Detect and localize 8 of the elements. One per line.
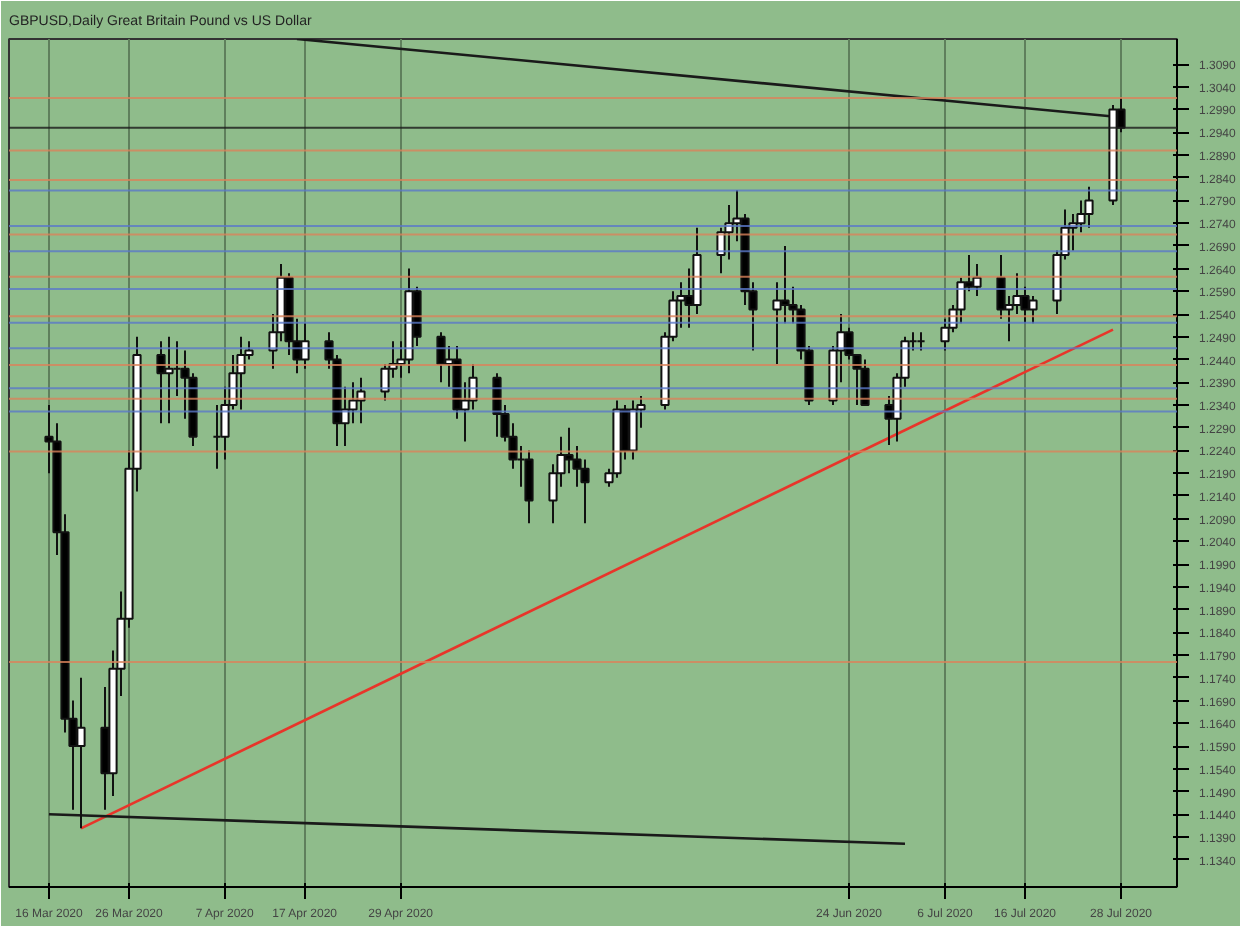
candlestick [236,335,246,411]
candlestick [1028,294,1038,325]
candlestick [780,244,790,325]
candlestick [436,331,446,384]
candlestick [1084,185,1094,229]
candlestick [156,340,166,425]
candlestick [524,449,534,525]
candlestick [356,376,366,425]
